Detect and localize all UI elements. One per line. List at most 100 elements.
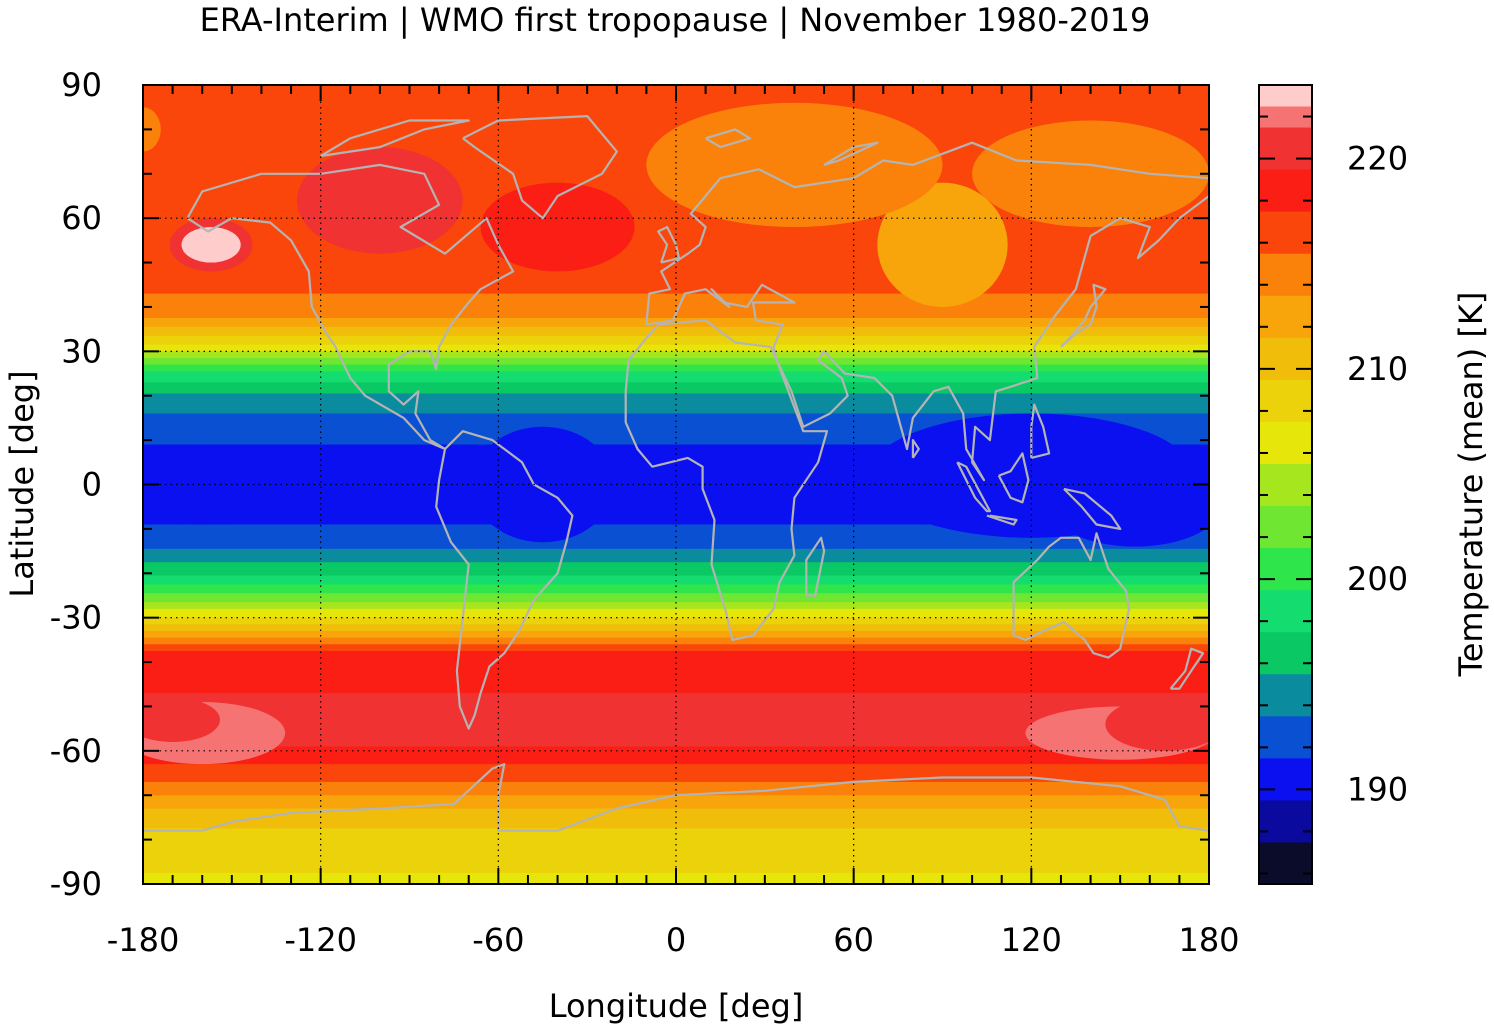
field-strip [143, 120, 1209, 124]
field-strip [143, 262, 1209, 266]
colorbar-segment [1259, 295, 1312, 338]
field-strip [143, 746, 1209, 750]
anomaly-region [1105, 697, 1209, 751]
field-strip [143, 209, 1209, 213]
field-strip [143, 415, 1209, 419]
field-strip [143, 726, 1209, 730]
field-strip [143, 118, 1209, 122]
field-strip [143, 526, 1209, 530]
y-tick-label: 0 [82, 466, 102, 504]
anomaly-region [877, 182, 1008, 307]
field-strip [143, 622, 1209, 625]
field-strip [143, 566, 1209, 570]
field-strip [143, 835, 1209, 838]
colorbar-segment [1259, 463, 1312, 507]
y-tick-label: 30 [61, 332, 102, 370]
field-strip [143, 784, 1209, 787]
field-strip [143, 275, 1209, 279]
anomaly-region [471, 426, 614, 543]
field-strip [143, 344, 1209, 348]
field-strip [143, 355, 1209, 359]
field-strip [143, 633, 1209, 637]
colorbar-tick-label: 210 [1347, 350, 1408, 388]
field-strip [143, 753, 1209, 756]
field-strip [143, 202, 1209, 206]
field-strip [143, 349, 1209, 352]
field-strip [143, 253, 1209, 257]
field-strip [143, 602, 1209, 605]
field-strip [143, 670, 1209, 674]
field-strip [143, 642, 1209, 645]
field-strip [143, 819, 1209, 823]
field-strip [143, 362, 1209, 366]
field-strip [143, 360, 1209, 364]
coastline [1063, 487, 1122, 531]
field-strip [143, 235, 1209, 239]
colorbar-segment [1259, 421, 1312, 464]
colorbar-label: Temperature (mean) [K] [1452, 292, 1490, 678]
coastline [986, 514, 1018, 526]
field-strip [143, 630, 1209, 634]
field-strip [143, 284, 1209, 288]
grid-lines [143, 85, 1209, 884]
field-strip [143, 329, 1209, 332]
field-strip [143, 682, 1209, 685]
coastline [320, 119, 470, 158]
field-strip [143, 340, 1209, 344]
field-strip [143, 599, 1209, 603]
colorbar-segment [1259, 379, 1312, 422]
x-tick-label: -180 [107, 921, 180, 959]
field-strip [143, 522, 1209, 526]
y-tick-labels: 90 60 30 0 -30 -60 -90 [50, 66, 102, 903]
coastline [911, 439, 920, 459]
field-strip [143, 444, 1209, 448]
field-strip [143, 797, 1209, 801]
anomaly-region [181, 227, 241, 263]
field-strip [143, 795, 1209, 799]
field-strip [143, 597, 1209, 601]
field-strip [143, 391, 1209, 395]
field-strip [143, 828, 1209, 832]
field-strip [143, 690, 1209, 694]
field-strip [143, 539, 1209, 543]
field-strip [143, 582, 1209, 585]
field-strip [143, 300, 1209, 304]
field-strip [143, 471, 1209, 475]
coastline [435, 430, 574, 730]
field-strip [143, 466, 1209, 470]
field-strip [143, 619, 1209, 623]
field-strip [143, 404, 1209, 408]
field-strip [143, 411, 1209, 415]
field-strip [143, 426, 1209, 430]
field-strip [143, 615, 1209, 619]
field-strip [143, 369, 1209, 372]
field-strip [143, 113, 1209, 117]
coastline [1169, 647, 1205, 690]
field-strip [143, 739, 1209, 743]
anomaly-region [143, 444, 274, 525]
field-strip [143, 495, 1209, 499]
coastline [646, 195, 1209, 482]
plot-area [142, 84, 1210, 885]
field-strip [143, 724, 1209, 728]
field-strip [143, 730, 1209, 734]
field-strip [143, 222, 1209, 226]
field-strip [143, 508, 1209, 512]
colorbar-segment [1259, 841, 1312, 885]
field-strip [143, 366, 1209, 370]
field-strip [143, 413, 1209, 417]
field-strip [143, 611, 1209, 614]
x-tick-labels: -180 -120 -60 0 60 120 180 [107, 921, 1240, 959]
field-strip [143, 240, 1209, 244]
anomaly-region [972, 120, 1209, 228]
colorbar-segment [1259, 505, 1312, 549]
field-strip [143, 424, 1209, 428]
colorbar [1259, 85, 1312, 885]
colorbar-tick-label: 200 [1347, 560, 1408, 598]
colorbar-segment [1259, 106, 1312, 128]
field-strip [143, 664, 1209, 668]
colorbar-segment [1259, 673, 1312, 717]
anomaly-region [646, 102, 943, 228]
field-strip [143, 451, 1209, 455]
field-strip [143, 537, 1209, 541]
